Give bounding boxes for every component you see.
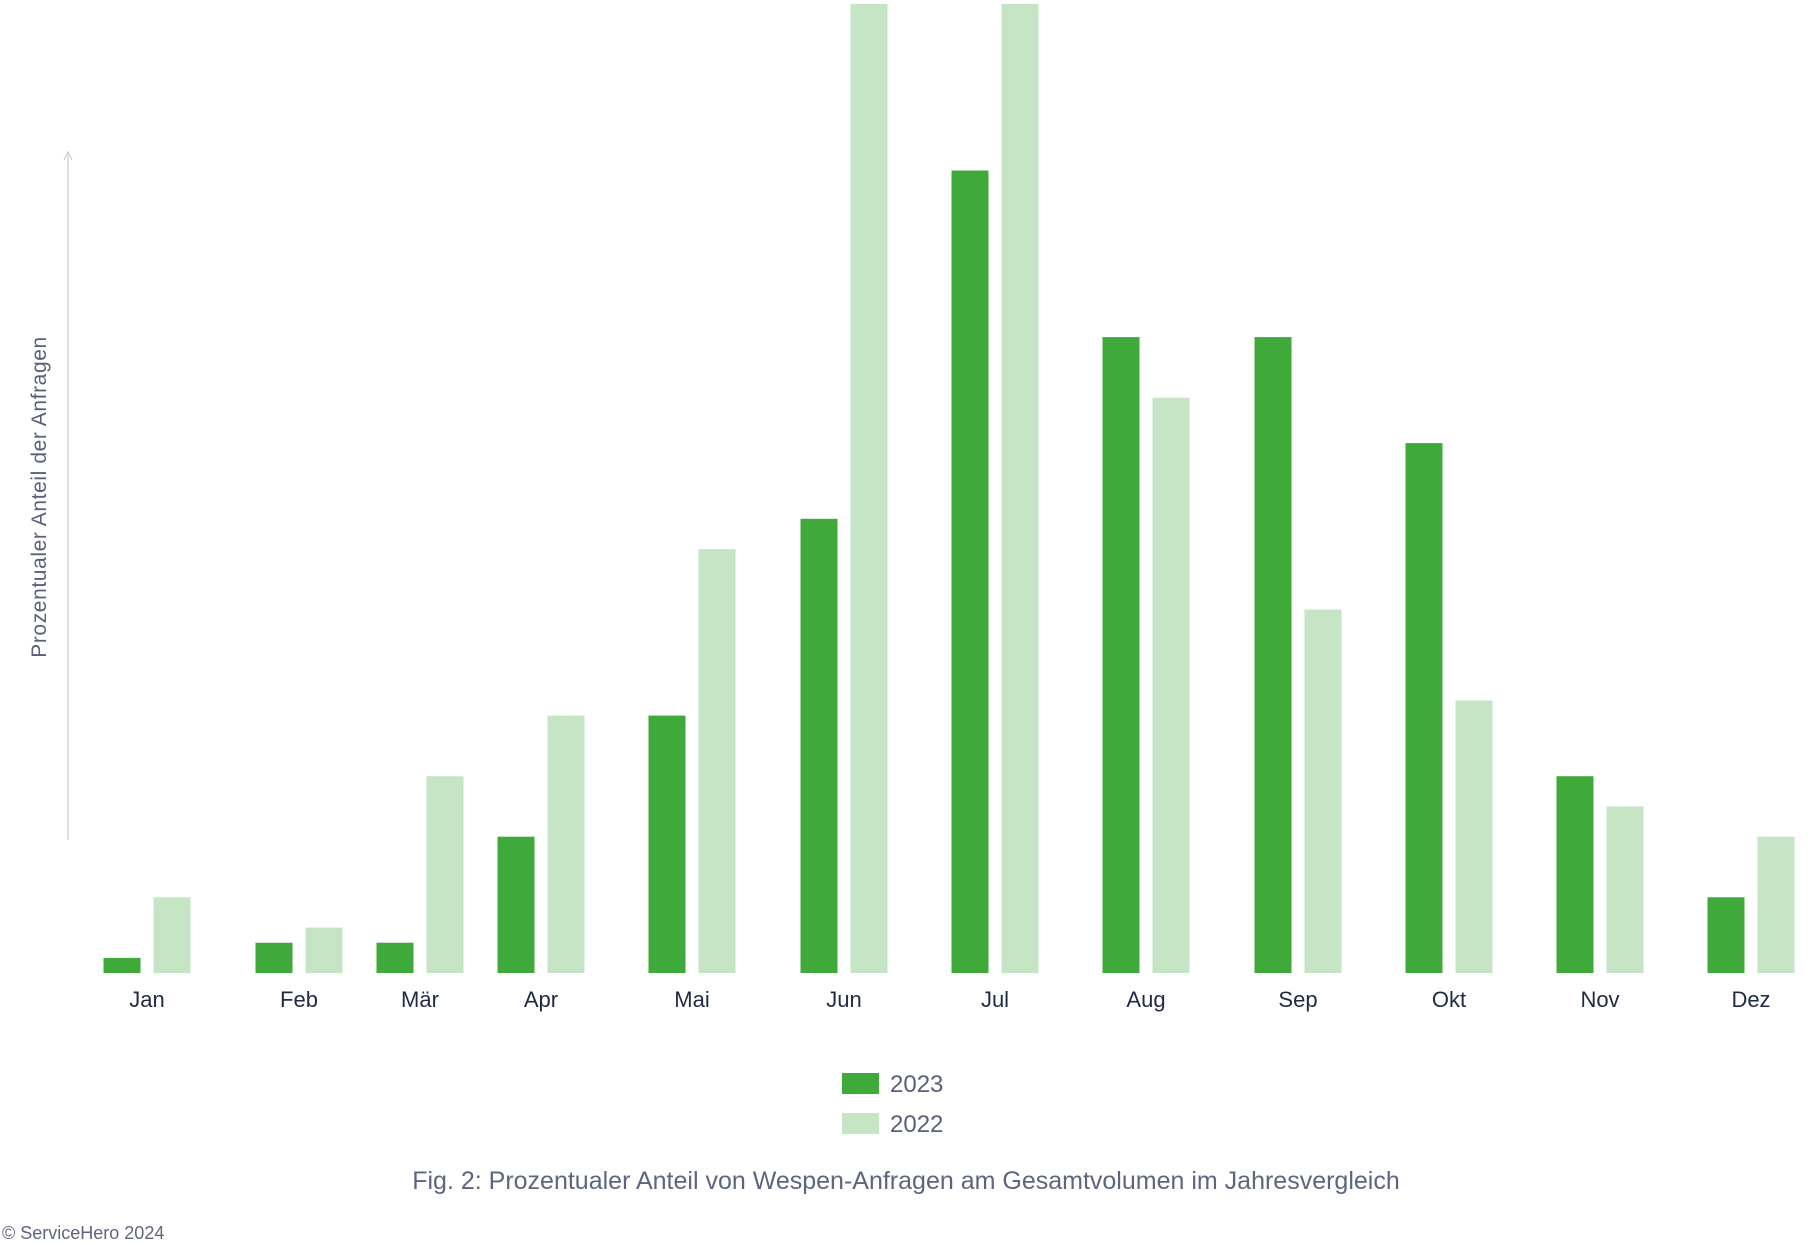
bar-2023-mai [648, 715, 686, 973]
x-tick-dez: Dez [1731, 987, 1770, 1012]
y-axis-arrow [63, 150, 73, 161]
bar-2022-dez [1757, 836, 1795, 973]
figure-caption: Fig. 2: Prozentualer Anteil von Wespen-A… [412, 1167, 1400, 1195]
legend-swatch-2023 [842, 1073, 879, 1094]
bar-2022-jan [153, 897, 191, 973]
bar-2023-okt [1405, 443, 1443, 974]
legend: 2023 2022 [842, 1071, 943, 1138]
legend-label-2023: 2023 [890, 1071, 943, 1098]
bar-2023-sep [1254, 337, 1292, 974]
bar-2023-mär [376, 942, 414, 973]
x-tick-mai: Mai [674, 987, 709, 1012]
bar-2022-aug [1152, 397, 1190, 973]
bar-2022-okt [1455, 700, 1493, 973]
bar-2022-nov [1606, 806, 1644, 973]
x-tick-nov: Nov [1580, 987, 1619, 1012]
bar-2022-jul [1001, 4, 1039, 973]
x-tick-jan: Jan [129, 987, 164, 1012]
x-tick-okt: Okt [1432, 987, 1466, 1012]
bar-2023-jan [103, 957, 141, 973]
y-axis-label: Prozentualer Anteil der Anfragen [28, 336, 51, 658]
bar-2022-apr [547, 715, 585, 973]
bar-2023-aug [1102, 337, 1140, 974]
legend-swatch-2022 [842, 1113, 879, 1134]
bar-2023-jul [951, 170, 989, 973]
bar-2022-feb [305, 927, 343, 973]
bar-2022-mär [426, 776, 464, 973]
bar-2022-mai [698, 549, 736, 973]
bars-group [103, 4, 1795, 974]
bar-2023-jun [800, 518, 838, 973]
x-tick-apr: Apr [524, 987, 558, 1012]
bar-2023-nov [1556, 776, 1594, 973]
x-tick-labels: Jan Feb Mär Apr Mai Jun Jul Aug Sep Okt Nov Dez [129, 987, 1770, 1012]
bar-2023-dez [1707, 897, 1745, 973]
bar-2022-sep [1304, 609, 1342, 973]
x-tick-jun: Jun [826, 987, 861, 1012]
x-tick-sep: Sep [1278, 987, 1317, 1012]
bar-2023-feb [255, 942, 293, 973]
legend-label-2022: 2022 [890, 1111, 943, 1138]
bar-chart: Prozentualer Anteil der Anfragen Jan Feb M… [28, 4, 1795, 1138]
bar-2022-jun [850, 4, 888, 973]
x-tick-feb: Feb [280, 987, 318, 1012]
x-tick-mär: Mär [401, 987, 439, 1012]
copyright-text: © ServiceHero 2024 [2, 1223, 165, 1243]
bar-2023-apr [497, 836, 535, 973]
x-tick-aug: Aug [1126, 987, 1165, 1012]
x-tick-jul: Jul [981, 987, 1009, 1012]
